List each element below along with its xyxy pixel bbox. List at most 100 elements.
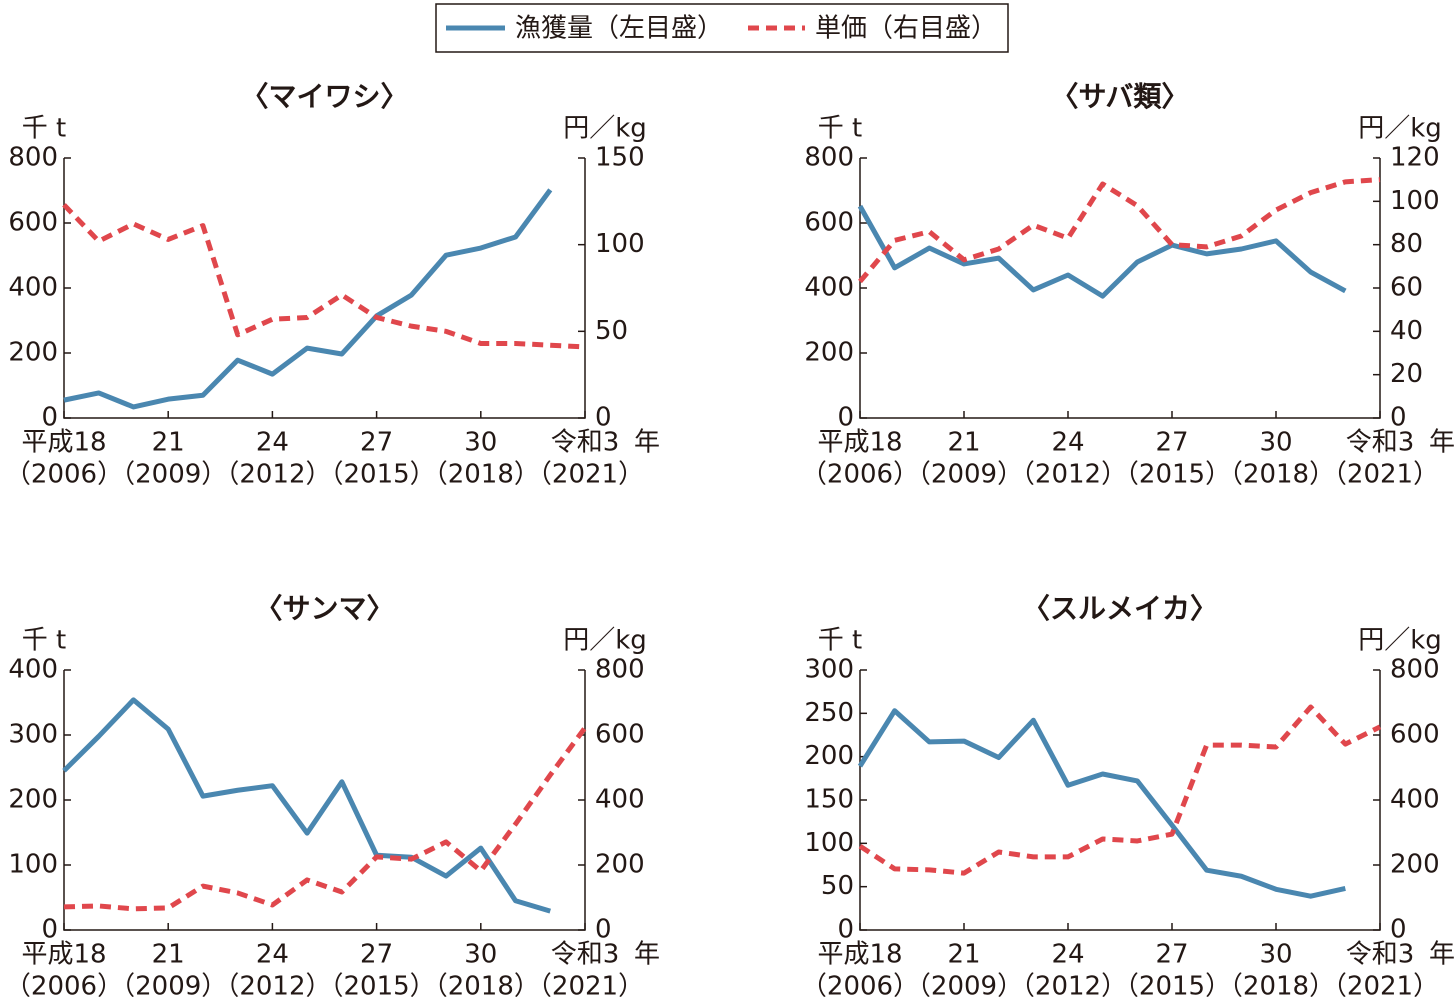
y2-tick-label: 200 (1390, 850, 1440, 880)
x-tick-sublabel: （2009） (109, 460, 227, 490)
x-tick-label: 27 (360, 940, 393, 970)
y-tick-label: 200 (804, 741, 854, 771)
x-tick-label: 30 (464, 428, 497, 458)
x-tick-label: 21 (947, 428, 980, 458)
x-axis-unit: 年 (634, 428, 660, 458)
x-tick-label: 令和3 (1346, 428, 1415, 458)
chart-title: 〈スルメイカ〉 (1022, 592, 1218, 625)
series-line (62, 203, 586, 350)
x-axis-unit: 年 (1429, 428, 1455, 458)
y-tick-label: 400 (8, 273, 58, 303)
y-axis-label: 千 t (818, 114, 862, 144)
y-tick-label: 200 (804, 338, 854, 368)
y-tick-label: 400 (8, 655, 58, 685)
x-tick-label: 27 (1155, 428, 1188, 458)
x-tick-sublabel: （2021） (526, 460, 644, 490)
series-line (858, 704, 1382, 876)
y2-tick-label: 0 (595, 915, 612, 945)
legend-box (435, 3, 1009, 53)
x-tick-sublabel: （2009） (905, 972, 1023, 1002)
y-tick-label: 100 (8, 850, 58, 880)
x-tick-label: 27 (1155, 940, 1188, 970)
series-line (858, 177, 1381, 284)
y2-tick-label: 40 (1390, 316, 1423, 346)
axis-frame (859, 670, 1381, 931)
x-tick-sublabel: （2012） (1009, 460, 1127, 490)
series-line (62, 697, 551, 914)
y2-axis-label: 円／kg (1358, 626, 1442, 656)
y-tick-label: 800 (8, 143, 58, 173)
y-tick-label: 50 (821, 871, 854, 901)
y-tick-label: 300 (804, 655, 854, 685)
y2-tick-label: 600 (595, 720, 645, 750)
x-tick-sublabel: （2009） (905, 460, 1023, 490)
y-axis-label: 千 t (22, 626, 66, 656)
legend-label: 単価（右目盛） (815, 14, 997, 44)
x-tick-sublabel: （2006） (801, 972, 919, 1002)
x-tick-sublabel: （2015） (318, 460, 436, 490)
x-tick-sublabel: （2012） (213, 460, 331, 490)
x-tick-label: 21 (152, 940, 185, 970)
x-tick-sublabel: （2021） (1321, 972, 1439, 1002)
y-tick-label: 200 (8, 785, 58, 815)
x-axis-unit: 年 (1429, 940, 1455, 970)
x-tick-label: 平成18 (817, 428, 902, 458)
chart-title: 〈サンマ〉 (254, 592, 394, 625)
y2-axis-label: 円／kg (563, 626, 647, 656)
x-tick-label: 30 (1259, 428, 1292, 458)
y2-tick-label: 50 (595, 316, 628, 346)
x-tick-sublabel: （2012） (213, 972, 331, 1002)
y2-tick-label: 20 (1390, 359, 1423, 389)
y2-tick-label: 600 (1390, 720, 1440, 750)
x-tick-sublabel: （2021） (1321, 460, 1439, 490)
y2-tick-label: 100 (595, 229, 645, 259)
y-tick-label: 600 (8, 208, 58, 238)
y-tick-label: 0 (837, 915, 854, 945)
x-tick-label: 21 (947, 940, 980, 970)
y-tick-label: 0 (41, 915, 58, 945)
y-axis-label: 千 t (818, 626, 862, 656)
y2-tick-label: 60 (1390, 273, 1423, 303)
y2-tick-label: 200 (595, 850, 645, 880)
x-tick-label: 令和3 (551, 940, 620, 970)
x-tick-label: 24 (256, 940, 289, 970)
x-tick-label: 30 (1259, 940, 1292, 970)
y-tick-label: 400 (804, 273, 854, 303)
y-tick-label: 250 (804, 698, 854, 728)
y2-tick-label: 100 (1390, 186, 1440, 216)
x-tick-label: 令和3 (551, 428, 620, 458)
y-axis-label: 千 t (22, 114, 66, 144)
y-tick-label: 300 (8, 720, 58, 750)
y2-tick-label: 800 (595, 655, 645, 685)
y2-tick-label: 0 (595, 403, 612, 433)
y2-tick-label: 80 (1390, 229, 1423, 259)
x-tick-label: 30 (464, 940, 497, 970)
x-axis-unit: 年 (634, 940, 660, 970)
x-tick-sublabel: （2012） (1009, 972, 1127, 1002)
y-tick-label: 800 (804, 143, 854, 173)
y-tick-label: 600 (804, 208, 854, 238)
y2-axis-label: 円／kg (563, 114, 647, 144)
x-tick-sublabel: （2018） (1217, 972, 1335, 1002)
axis-frame (63, 158, 586, 419)
y2-tick-label: 120 (1390, 143, 1440, 173)
chart-title: 〈マイワシ〉 (240, 80, 408, 113)
y-tick-label: 0 (41, 403, 58, 433)
x-tick-label: 平成18 (817, 940, 902, 970)
x-tick-sublabel: （2006） (5, 460, 123, 490)
y-tick-label: 150 (804, 785, 854, 815)
y2-tick-label: 400 (1390, 785, 1440, 815)
y-tick-label: 200 (8, 338, 58, 368)
chart-title: 〈サバ類〉 (1051, 80, 1190, 113)
x-tick-sublabel: （2021） (526, 972, 644, 1002)
y2-axis-label: 円／kg (1358, 114, 1442, 144)
y2-tick-label: 0 (1390, 403, 1407, 433)
y2-tick-label: 400 (595, 785, 645, 815)
y-tick-label: 100 (804, 828, 854, 858)
x-tick-label: 24 (1051, 428, 1084, 458)
series-line (63, 726, 588, 912)
x-tick-sublabel: （2015） (1113, 460, 1231, 490)
x-tick-label: 平成18 (21, 428, 106, 458)
y2-tick-label: 150 (595, 143, 645, 173)
